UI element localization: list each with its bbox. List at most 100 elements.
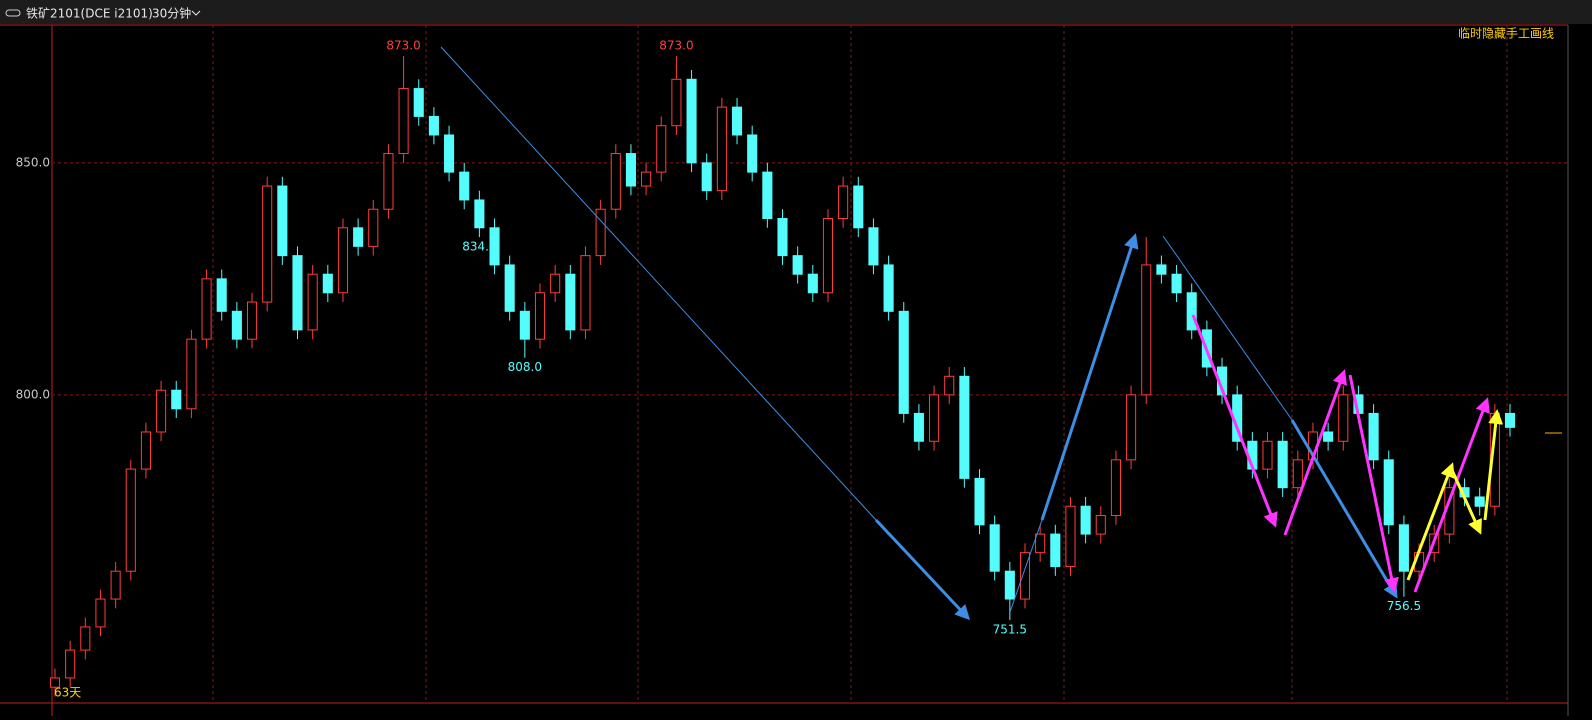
candle-body — [1398, 524, 1409, 572]
candle-body — [1019, 552, 1031, 600]
candle-body — [125, 468, 136, 572]
candle-body — [792, 255, 803, 275]
extreme-label: 834.0 — [462, 240, 496, 254]
candle-body — [1171, 273, 1182, 294]
candle-body — [1338, 394, 1349, 442]
trendline — [1348, 374, 1399, 593]
trendline — [1191, 314, 1278, 528]
header-bar — [0, 0, 1592, 24]
candle-body — [762, 171, 773, 220]
candle-body — [156, 389, 167, 433]
candle-body — [444, 134, 455, 173]
extreme-label: 756.5 — [1387, 599, 1421, 613]
candle-body — [716, 106, 727, 192]
candle-body — [65, 649, 76, 679]
candle-body — [1065, 505, 1076, 568]
candle-body — [1004, 570, 1015, 600]
candle-body — [974, 477, 985, 526]
candle-body — [383, 153, 394, 210]
candle-body — [731, 106, 743, 136]
candle-body — [1292, 459, 1303, 489]
candle-body — [246, 301, 258, 340]
symbol: 铁矿2101(DCE i2101) — [26, 7, 153, 21]
candle-body — [337, 227, 349, 294]
candle-body — [1095, 515, 1106, 535]
trendline — [1040, 233, 1139, 521]
trendline — [1483, 409, 1504, 521]
candle-body — [686, 78, 697, 164]
candle-body — [398, 88, 409, 155]
candle-body — [1383, 459, 1394, 526]
trendlines — [440, 46, 1504, 621]
extreme-label: 808.0 — [508, 360, 542, 374]
candle-body — [701, 162, 712, 192]
candle-body — [822, 218, 834, 294]
candle-body — [1126, 394, 1137, 461]
candle-body — [944, 375, 955, 396]
period[interactable]: 30分钟 — [152, 6, 191, 21]
candle-body — [1277, 440, 1288, 489]
extreme-label: 873.0 — [386, 39, 420, 53]
candle-body — [671, 78, 682, 127]
candle-body — [929, 394, 940, 442]
candle-body — [777, 218, 788, 257]
candle-body — [580, 255, 591, 331]
link-icon[interactable] — [5, 9, 21, 17]
candle-body — [853, 185, 864, 229]
trendline — [1162, 235, 1293, 421]
candle-body — [550, 273, 561, 294]
candle-body — [140, 431, 151, 470]
trendline — [1450, 469, 1482, 535]
period-dropdown[interactable] — [191, 10, 201, 16]
candle-body — [989, 524, 1000, 572]
candle-body — [959, 375, 970, 479]
candle-body — [474, 199, 485, 229]
candle-body — [201, 278, 212, 340]
candle-body — [1368, 412, 1379, 461]
candle-body — [1262, 440, 1273, 470]
candle-body — [898, 310, 909, 414]
candle-body — [277, 185, 288, 257]
candle-body — [747, 134, 758, 173]
candle-body — [807, 273, 818, 294]
candle-body — [307, 273, 318, 331]
candle-body — [1110, 459, 1121, 517]
candles — [49, 56, 1516, 697]
candle-body — [216, 278, 227, 312]
candle-body — [534, 292, 546, 340]
candle-body — [1050, 533, 1061, 568]
candle-body — [1474, 496, 1485, 507]
candle-body — [565, 273, 576, 331]
candle-body — [868, 227, 879, 266]
bar-count: 63天 — [54, 686, 81, 700]
candle-body — [262, 185, 273, 303]
candle-body — [1035, 533, 1046, 554]
candle-body — [459, 171, 470, 201]
extreme-label: 873.0 — [659, 39, 693, 53]
candle-body — [428, 115, 439, 136]
candle-body — [95, 598, 106, 628]
y-tick-label: 800.0 — [16, 387, 50, 401]
time-grid — [52, 25, 1568, 703]
candle-body — [322, 273, 333, 294]
trendline — [440, 46, 877, 521]
candle-body — [353, 227, 364, 247]
candle-body — [489, 227, 500, 266]
candle-body — [110, 570, 121, 600]
candle-body — [656, 125, 667, 173]
candle-body — [1323, 431, 1334, 442]
candle-body — [883, 264, 894, 312]
candle-body — [49, 677, 61, 688]
candle-body — [368, 208, 379, 247]
candle-body — [413, 88, 424, 117]
toggle-drawings[interactable]: 临时隐藏手工画线 — [1458, 27, 1554, 41]
candle-body — [292, 255, 303, 331]
trendline — [1406, 462, 1455, 581]
candle-body — [80, 626, 91, 651]
candle-body — [838, 185, 849, 220]
candle-body — [641, 171, 652, 187]
trendline — [1413, 397, 1490, 593]
candle-body — [186, 338, 197, 410]
candle-body — [519, 310, 530, 340]
